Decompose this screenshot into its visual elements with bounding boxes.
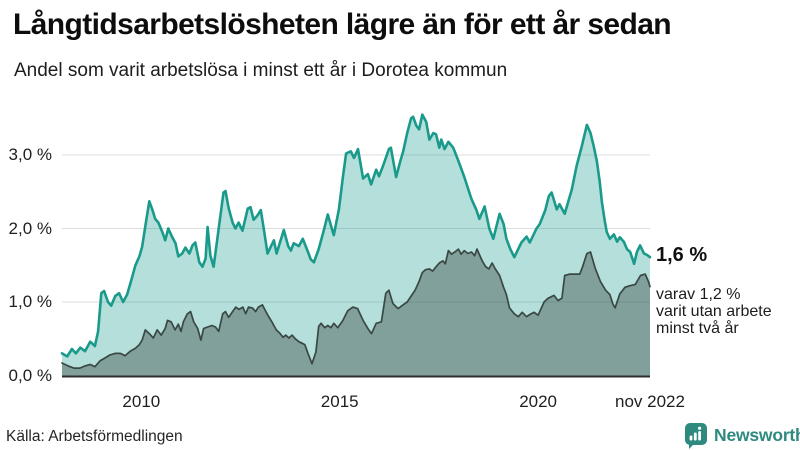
- series-line-1: [61, 248, 651, 369]
- chart-subtitle: Andel som varit arbetslösa i minst ett å…: [14, 60, 508, 81]
- series-area-0: [62, 114, 650, 376]
- series-two-year-label: varav 1,2 % varit utan arbete minst två …: [656, 286, 772, 337]
- x-tick-label: nov 2022: [615, 392, 685, 411]
- x-tick-label: 2015: [320, 392, 359, 411]
- newsworthy-logo-icon: [685, 423, 707, 449]
- brand-name: Newsworthy: [714, 425, 800, 445]
- series-end-value-label: 1,6 %: [656, 244, 708, 266]
- series-area-1: [62, 249, 650, 376]
- y-tick-label: 0,0 %: [8, 365, 52, 385]
- x-tick-label: 2010: [122, 392, 161, 411]
- y-tick-label: 3,0 %: [8, 145, 52, 164]
- y-tick-label: 2,0 %: [8, 218, 52, 238]
- x-tick-label: 2020: [519, 392, 558, 411]
- brand: Newsworthy: [684, 422, 800, 449]
- series-line-0: [60, 113, 652, 358]
- source-credit: Källa: Arbetsförmedlingen: [6, 428, 183, 445]
- y-tick-label: 1,0 %: [8, 292, 52, 311]
- page-title: Långtidsarbetslösheten lägre än för ett …: [13, 8, 672, 41]
